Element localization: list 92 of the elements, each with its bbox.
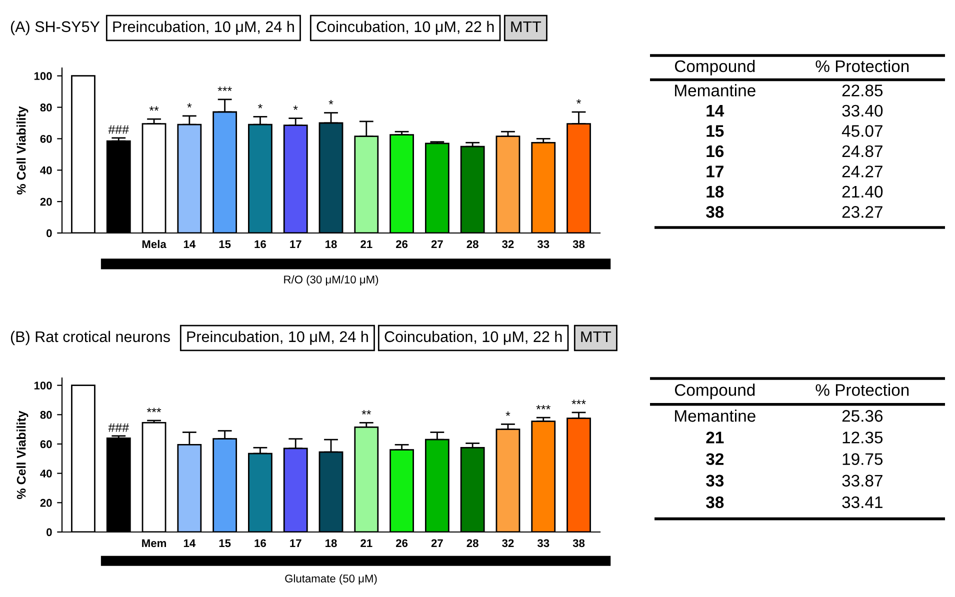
data-label: 21.40	[842, 186, 883, 198]
data-label: 24.27	[842, 166, 882, 178]
x-tick-label: 21	[360, 539, 372, 547]
x-tick-label: 32	[502, 240, 514, 248]
category-label: 15	[706, 125, 724, 137]
category-label: 14	[706, 105, 724, 116]
category-label: 38	[706, 206, 724, 218]
data-label: ###	[108, 125, 129, 134]
y-tick-label: 20	[40, 498, 52, 507]
y-tick-label: 100	[34, 382, 52, 390]
data-label: *	[258, 104, 262, 108]
x-tick-label: 16	[254, 240, 266, 248]
y-tick-label: 20	[40, 198, 52, 206]
x-tick-label: 38	[572, 240, 585, 248]
category-label: Memantine	[675, 410, 756, 422]
x-tick-label: 15	[219, 240, 231, 248]
data-label: ***	[146, 408, 162, 412]
x-tick-label: 32	[502, 539, 514, 548]
category-label: 21	[706, 432, 724, 444]
chart-title: (B) Rat crotical neurons	[10, 330, 170, 346]
x-tick-label: 33	[537, 539, 550, 548]
category-label: Memantine	[675, 84, 756, 96]
data-label: 33.87	[842, 474, 882, 487]
category-label: 18	[706, 186, 724, 198]
y-tick-label: 40	[40, 470, 52, 478]
x-tick-label: 17	[290, 539, 302, 547]
data-label: ###	[108, 423, 129, 432]
data-label: **	[362, 410, 372, 414]
x-tick-label: 21	[360, 240, 372, 248]
x-tick-label: 28	[466, 240, 478, 248]
data-label: 33.41	[842, 496, 882, 508]
y-tick-label: 100	[34, 72, 52, 80]
x-axis-title: Glutamate (50 μM)	[285, 574, 377, 585]
data-label: *	[576, 99, 581, 104]
text: Coincubation, 10 μM, 22 h	[384, 330, 562, 345]
x-tick-label: 17	[290, 240, 302, 248]
x-tick-label: 26	[396, 240, 408, 248]
x-tick-label: 26	[396, 539, 408, 548]
data-label: **	[149, 106, 159, 111]
data-label: 22.85	[842, 84, 883, 96]
data-label: ***	[536, 404, 550, 410]
x-tick-label: 14	[184, 240, 196, 248]
data-label: 23.27	[842, 206, 882, 218]
data-label: 25.36	[842, 410, 883, 422]
y-tick-label: 80	[40, 104, 52, 112]
data-label: ***	[572, 400, 586, 404]
text: Compound	[674, 384, 755, 400]
category-label: 16	[706, 145, 724, 158]
text: MTT	[511, 21, 542, 32]
x-tick-label: 15	[219, 539, 231, 548]
data-label: *	[328, 100, 334, 104]
y-tick-label: 0	[46, 528, 52, 536]
y-axis-title: % Cell Viability	[16, 410, 28, 500]
x-tick-label: 14	[184, 539, 196, 547]
text: Preincubation, 10 μM, 24 h	[113, 20, 294, 35]
data-label: 24.87	[842, 145, 882, 158]
data-label: *	[293, 106, 298, 110]
y-axis-title: % Cell Viability	[16, 106, 28, 195]
category-label: 33	[706, 474, 724, 487]
x-tick-label: 38	[572, 539, 585, 548]
data-label: *	[187, 103, 192, 108]
x-tick-label: 28	[466, 539, 478, 548]
y-tick-label: 60	[40, 440, 52, 448]
data-label: 45.07	[842, 125, 882, 137]
y-tick-label: 40	[40, 166, 52, 174]
text: Compound	[674, 60, 755, 76]
data-label: *	[506, 412, 510, 416]
x-tick-label: 18	[326, 539, 337, 548]
chart-title: (A) SH-SY5Y	[10, 20, 100, 36]
category-label: 38	[706, 496, 724, 508]
category-label: 32	[706, 453, 724, 466]
text: Coincubation, 10 μM, 22 h	[316, 20, 494, 35]
y-tick-label: 80	[40, 410, 52, 419]
y-tick-label: 0	[46, 229, 52, 238]
data-label: 12.35	[842, 432, 883, 444]
x-tick-label: 16	[254, 539, 266, 548]
y-tick-label: 60	[40, 134, 52, 143]
x-tick-label: 27	[431, 539, 443, 547]
x-tick-label: Mela	[142, 240, 166, 248]
data-label: 19.75	[842, 453, 883, 466]
data-label: 33.40	[842, 104, 883, 117]
x-tick-label: 18	[326, 240, 337, 248]
x-tick-label: Mem	[142, 539, 166, 548]
x-tick-label: 27	[431, 240, 443, 248]
x-axis-title: R/O (30 μM/10 μM)	[284, 275, 378, 286]
x-tick-label: 33	[537, 240, 550, 248]
text: % Protection	[816, 60, 909, 72]
text: Preincubation, 10 μM, 24 h	[187, 330, 368, 345]
category-label: 17	[706, 166, 724, 178]
text: MTT	[581, 331, 612, 342]
text: % Protection	[816, 384, 909, 396]
data-label: ***	[218, 86, 232, 92]
